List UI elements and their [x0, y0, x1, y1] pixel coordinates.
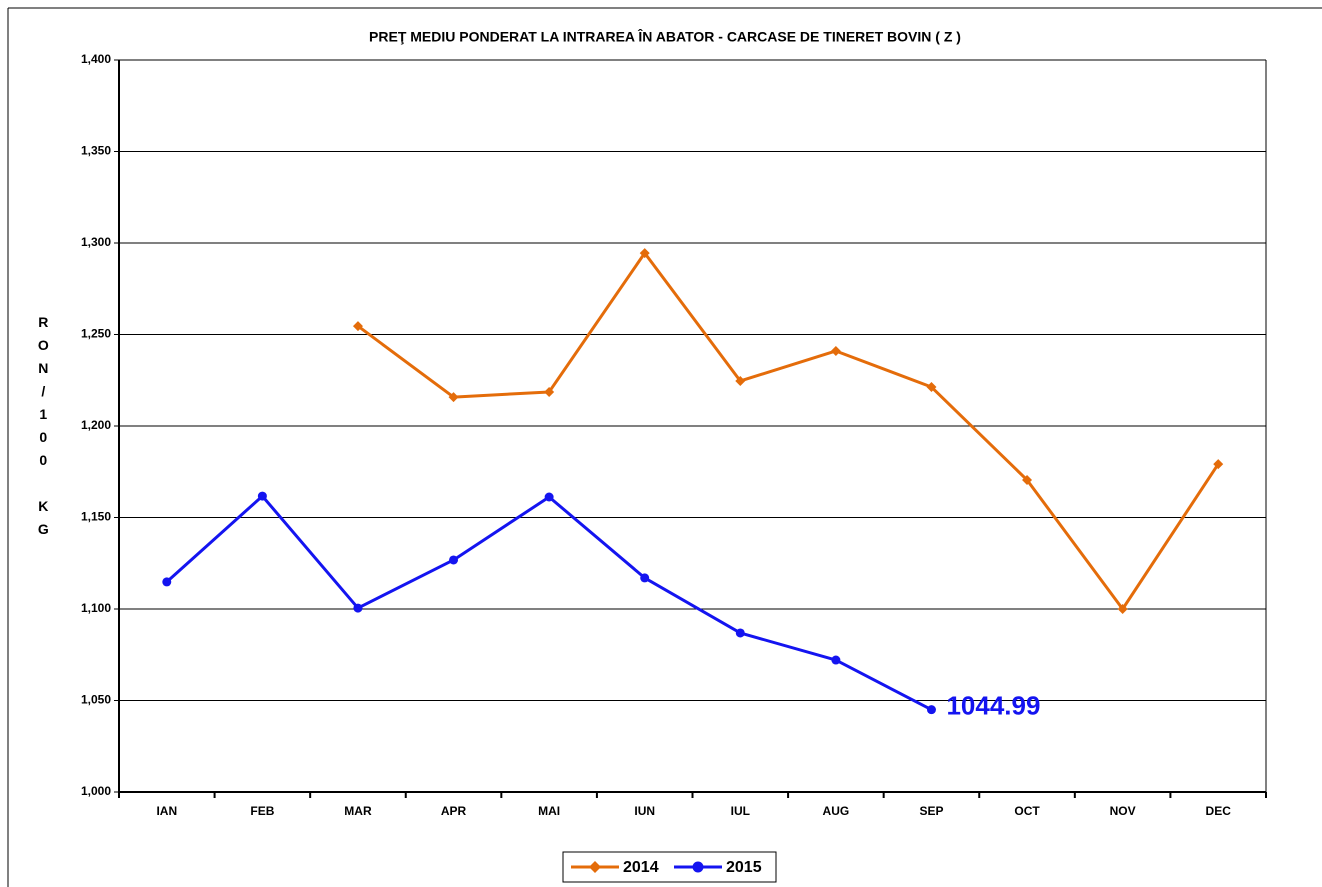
- x-tick-label: DEC: [1206, 804, 1232, 818]
- marker: [735, 628, 745, 638]
- marker: [1117, 604, 1128, 614]
- marker: [735, 375, 746, 386]
- marker: [640, 573, 650, 583]
- marker: [589, 861, 601, 873]
- y-tick-label: 1,400: [81, 52, 111, 66]
- y-tick-label: 1,250: [81, 327, 111, 341]
- marker: [692, 861, 704, 873]
- y-tick-label: 1,200: [81, 418, 111, 432]
- marker: [353, 603, 363, 613]
- x-tick-label: MAR: [344, 804, 372, 818]
- x-tick-label: AUG: [823, 804, 850, 818]
- marker: [352, 321, 363, 332]
- x-tick-label: APR: [441, 804, 467, 818]
- x-tick-label: NOV: [1110, 804, 1136, 818]
- marker: [926, 382, 937, 393]
- y-tick-label: 1,000: [81, 784, 111, 798]
- x-tick-label: FEB: [250, 804, 274, 818]
- y-tick-label: 1,050: [81, 693, 111, 707]
- marker: [448, 392, 459, 403]
- marker: [639, 248, 650, 259]
- marker: [449, 555, 459, 565]
- x-tick-label: IUL: [731, 804, 750, 818]
- series-line: [357, 251, 1220, 611]
- y-tick-label: 1,100: [81, 601, 111, 615]
- x-tick-label: SEP: [919, 804, 943, 818]
- marker: [831, 655, 841, 665]
- y-tick-label: 1,150: [81, 510, 111, 524]
- y-tick-label: 1,350: [81, 144, 111, 158]
- x-tick-label: IAN: [156, 804, 177, 818]
- marker: [544, 492, 554, 502]
- chart-title: PREŢ MEDIU PONDERAT LA INTRAREA ÎN ABATO…: [369, 28, 961, 45]
- marker: [544, 386, 555, 397]
- marker: [926, 705, 936, 715]
- x-tick-label: OCT: [1014, 804, 1040, 818]
- marker: [1213, 459, 1224, 470]
- marker: [830, 345, 841, 356]
- marker: [162, 577, 172, 587]
- y-axis-title: RON/100 KG: [35, 314, 51, 544]
- marker: [1022, 474, 1033, 485]
- legend-label: 2014: [623, 859, 659, 876]
- x-tick-label: MAI: [538, 804, 560, 818]
- series-line: [165, 494, 933, 711]
- legend-label: 2015: [726, 859, 762, 876]
- y-tick-label: 1,300: [81, 235, 111, 249]
- data-label: 1044.99: [946, 691, 1040, 721]
- marker: [257, 491, 267, 501]
- x-tick-label: IUN: [634, 804, 655, 818]
